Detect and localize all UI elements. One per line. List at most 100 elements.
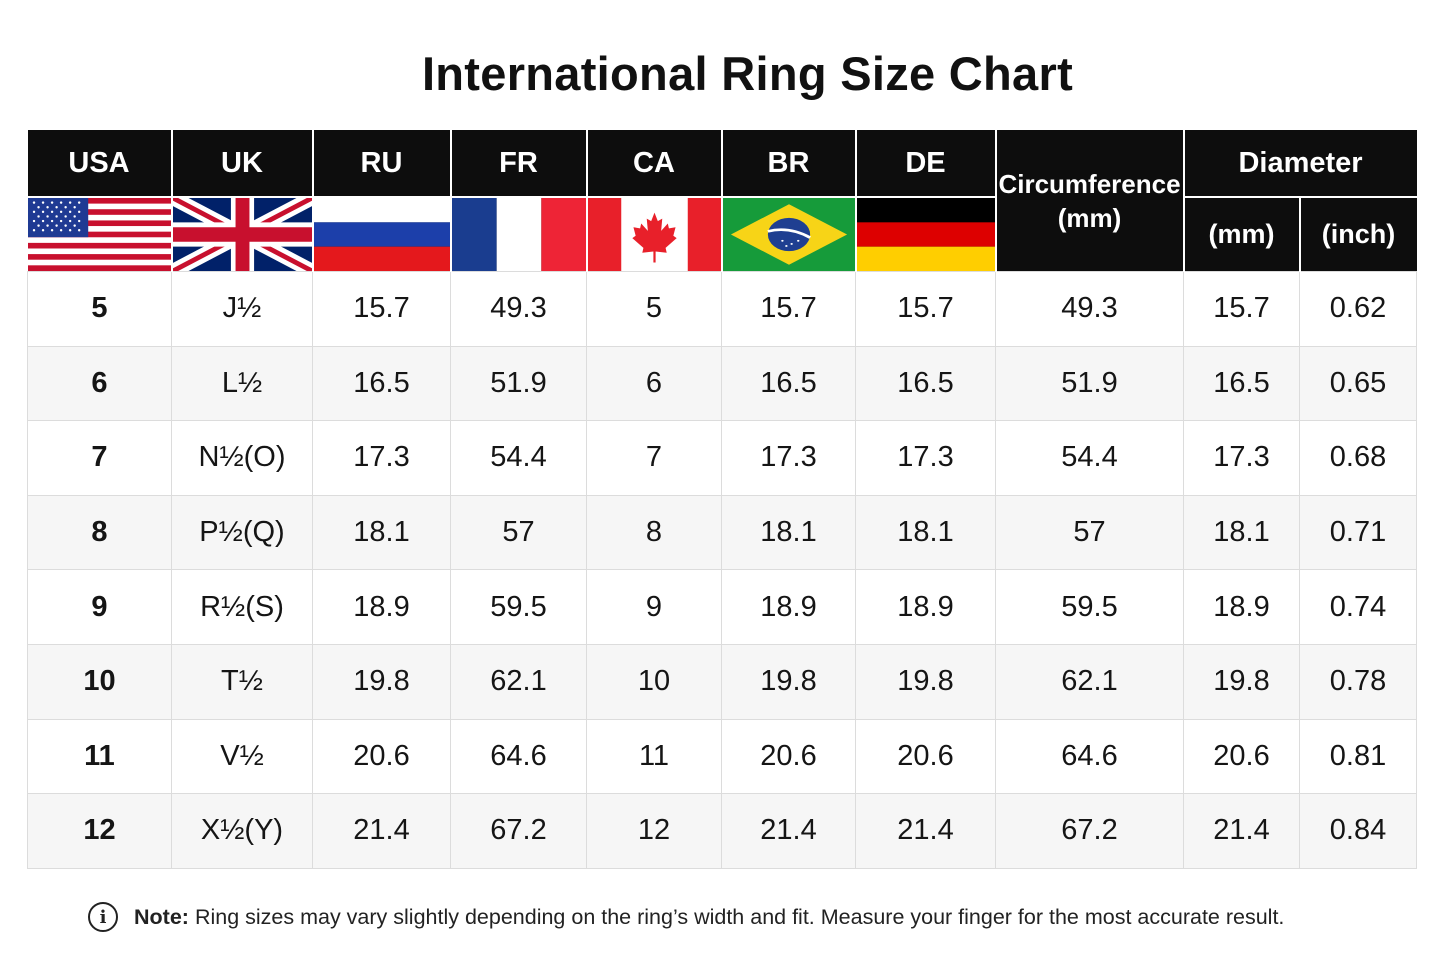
cell-diameter-mm: 15.7 [1183,271,1300,347]
cell-de: 18.9 [855,569,996,645]
cell-diameter-inch: 0.78 [1299,643,1417,720]
table-row: 5 J½ 15.7 49.3 5 15.7 15.7 49.3 15.7 0.62 [27,271,1417,347]
table-body: 5 J½ 15.7 49.3 5 15.7 15.7 49.3 15.7 0.62 6 L½ 16.5 5… [27,271,1417,869]
page-title: International Ring Size Chart [421,47,1074,100]
cell-diameter-mm: 20.6 [1183,718,1300,795]
table-row: 8 P½(Q) 18.1 57 8 18.1 18.1 57 18.1 0.71 [27,494,1417,571]
cell-fr: 49.3 [450,271,587,347]
cell-uk: R½(S) [171,569,313,645]
cell-usa: 10 [27,643,172,720]
cell-de: 17.3 [855,420,996,496]
cell-fr: 51.9 [450,345,587,422]
cell-uk: J½ [171,271,313,347]
cell-diameter-inch: 0.65 [1299,345,1417,422]
cell-usa: 5 [27,271,172,347]
cell-uk: T½ [171,643,313,720]
brazil-flag-icon [720,196,856,272]
cell-usa: 6 [27,345,172,422]
cell-fr: 54.4 [450,420,587,496]
cell-br: 21.4 [721,793,856,869]
cell-circumference: 57 [995,494,1184,571]
header-fr: FR [449,130,587,197]
header-diameter: Diameter [1182,130,1417,197]
cell-ru: 15.7 [312,271,451,347]
cell-ru: 18.1 [312,494,451,571]
header-br: BR [720,130,856,197]
cell-fr: 59.5 [450,569,587,645]
cell-br: 19.8 [721,643,856,720]
table-row: 12 X½(Y) 21.4 67.2 12 21.4 21.4 67.2 21.4 0.84 [27,793,1417,869]
header-ru: RU [311,130,451,197]
cell-diameter-mm: 19.8 [1183,643,1300,720]
cell-diameter-inch: 0.74 [1299,569,1417,645]
header-de: DE [854,130,996,197]
header-circumference: Circumference (mm) [994,130,1184,272]
header-circumference-line1: Circumference [998,168,1181,199]
cell-diameter-inch: 0.62 [1299,271,1417,347]
cell-de: 19.8 [855,643,996,720]
cell-fr: 67.2 [450,793,587,869]
cell-usa: 7 [27,420,172,496]
cell-de: 20.6 [855,718,996,795]
note: i Note: Ring sizes may vary slightly dep… [88,900,1284,934]
cell-circumference: 67.2 [995,793,1184,869]
cell-br: 17.3 [721,420,856,496]
cell-ru: 19.8 [312,643,451,720]
us-flag-icon [27,196,172,272]
cell-br: 15.7 [721,271,856,347]
france-flag-icon [449,196,587,272]
germany-flag-icon [854,196,996,272]
cell-ru: 21.4 [312,793,451,869]
cell-uk: X½(Y) [171,793,313,869]
cell-ca: 6 [586,345,722,422]
cell-diameter-mm: 17.3 [1183,420,1300,496]
cell-ca: 11 [586,718,722,795]
cell-de: 18.1 [855,494,996,571]
cell-de: 16.5 [855,345,996,422]
cell-diameter-inch: 0.81 [1299,718,1417,795]
cell-circumference: 59.5 [995,569,1184,645]
cell-de: 21.4 [855,793,996,869]
cell-diameter-inch: 0.68 [1299,420,1417,496]
cell-circumference: 62.1 [995,643,1184,720]
cell-ca: 8 [586,494,722,571]
cell-de: 15.7 [855,271,996,347]
cell-uk: N½(O) [171,420,313,496]
cell-br: 18.1 [721,494,856,571]
cell-ca: 9 [586,569,722,645]
table-row: 11 V½ 20.6 64.6 11 20.6 20.6 64.6 20.6 0.81 [27,718,1417,795]
cell-br: 18.9 [721,569,856,645]
cell-diameter-mm: 18.1 [1183,494,1300,571]
cell-ru: 16.5 [312,345,451,422]
note-label: Note: [134,904,189,929]
table-row: 10 T½ 19.8 62.1 10 19.8 19.8 62.1 19.8 0.78 [27,643,1417,720]
cell-circumference: 51.9 [995,345,1184,422]
header-usa: USA [27,130,172,197]
cell-diameter-mm: 21.4 [1183,793,1300,869]
ring-size-table: USA UK RU FR CA BR DE Circumference (mm)… [27,130,1417,869]
header-circumference-line2: (mm) [1057,202,1122,233]
cell-circumference: 64.6 [995,718,1184,795]
header-uk: UK [170,130,313,197]
cell-usa: 9 [27,569,172,645]
cell-ru: 20.6 [312,718,451,795]
cell-ru: 18.9 [312,569,451,645]
canada-flag-icon [585,196,722,272]
cell-usa: 12 [27,793,172,869]
note-text: Ring sizes may vary slightly depending o… [194,904,1285,929]
uk-flag-icon [170,196,313,272]
table-row: 6 L½ 16.5 51.9 6 16.5 16.5 51.9 16.5 0.65 [27,345,1417,422]
cell-ru: 17.3 [312,420,451,496]
cell-usa: 11 [27,718,172,795]
cell-br: 16.5 [721,345,856,422]
header-diameter-mm: (mm) [1182,196,1300,272]
cell-fr: 57 [450,494,587,571]
cell-uk: P½(Q) [171,494,313,571]
cell-diameter-inch: 0.84 [1299,793,1417,869]
header-ca: CA [585,130,722,197]
cell-ca: 7 [586,420,722,496]
cell-circumference: 54.4 [995,420,1184,496]
cell-br: 20.6 [721,718,856,795]
cell-circumference: 49.3 [995,271,1184,347]
cell-ca: 5 [586,271,722,347]
